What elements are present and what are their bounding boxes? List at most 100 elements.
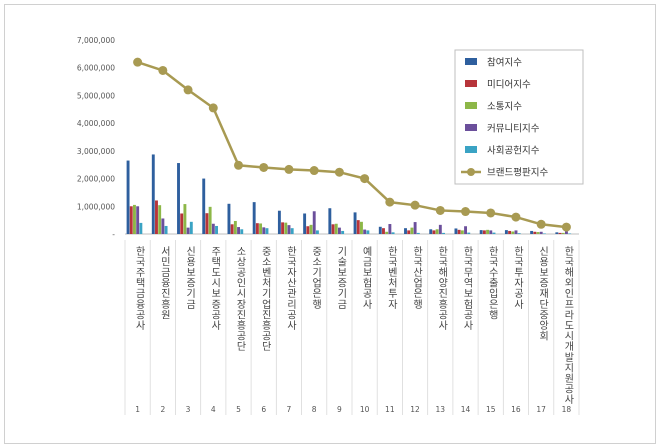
bar-2-3: [180, 213, 184, 234]
category-index: 10: [360, 405, 370, 414]
legend-swatch-3: [465, 102, 477, 109]
bar-1-10: [353, 212, 357, 234]
bar-2-7: [281, 222, 285, 234]
bar-1-13: [429, 229, 433, 234]
bar-3-5: [233, 220, 237, 234]
x-axis: 한국주택금융공사 1 서민금융진흥원 2 신용보증기금 3 주택도시보증공사 4 소상공인시장진…: [124, 240, 580, 415]
legend-swatch-marker: [467, 168, 475, 176]
legend-label-5: 사회공헌지수: [487, 146, 540, 157]
bar-5-9: [341, 230, 345, 234]
legend-box: [454, 49, 584, 185]
category-index: 8: [312, 405, 317, 414]
bar-2-5: [230, 224, 234, 234]
legend-swatch-2: [465, 80, 477, 87]
line-point-1: [133, 57, 143, 67]
bar-3-17: [536, 232, 540, 234]
bar-5-15: [492, 232, 496, 234]
bar-4-1: [136, 206, 140, 234]
category-index: 16: [511, 405, 521, 414]
bar-4-18: [564, 231, 568, 234]
category-label: 주택도시보증공사: [209, 246, 221, 331]
bar-1-17: [530, 230, 534, 234]
bar-3-7: [284, 222, 288, 234]
bar-3-9: [334, 223, 338, 234]
bar-2-1: [129, 206, 133, 234]
line-point-18: [561, 222, 571, 232]
bar-2-13: [432, 230, 436, 234]
bar-1-1: [126, 160, 130, 234]
bar-5-17: [542, 233, 546, 234]
category-index: 6: [261, 405, 266, 414]
bar-4-2: [161, 218, 165, 234]
bar-1-7: [277, 210, 281, 234]
legend-label-1: 참여지수: [487, 57, 522, 69]
line-point-8: [309, 166, 319, 176]
bar-4-14: [464, 226, 467, 234]
bar-3-18: [561, 232, 565, 234]
y-tick-label: 5,000,000: [77, 91, 115, 100]
category-index: 7: [287, 405, 292, 414]
bar-2-16: [508, 230, 512, 234]
bar-5-10: [366, 230, 370, 234]
bar-4-3: [186, 227, 190, 234]
category-label: 중소벤처기업진흥공단: [259, 246, 271, 352]
bar-1-5: [227, 203, 231, 234]
bar-4-9: [337, 227, 341, 234]
legend-label-4: 커뮤니티지수: [487, 124, 540, 135]
category-index: 13: [436, 405, 446, 414]
bar-1-14: [454, 228, 458, 234]
category-index: 1: [135, 405, 140, 414]
line-point-15: [486, 208, 496, 218]
line-series: [133, 57, 571, 232]
bar-1-4: [202, 178, 206, 234]
bar-2-9: [331, 224, 335, 234]
category-label: 한국주택금융공사: [133, 246, 145, 331]
bar-4-13: [438, 224, 442, 234]
category-index: 9: [337, 405, 342, 414]
legend-swatch-1: [465, 58, 477, 65]
bar-1-18: [555, 232, 559, 234]
bar-3-1: [133, 204, 136, 234]
bar-2-17: [533, 231, 537, 234]
line-point-12: [410, 200, 420, 210]
line-point-5: [234, 160, 243, 170]
bar-5-13: [442, 232, 445, 234]
category-index: 5: [236, 405, 241, 414]
bar-2-10: [356, 220, 360, 234]
line-point-3: [183, 85, 193, 95]
category-index: 18: [562, 405, 572, 414]
bar-4-15: [489, 230, 493, 234]
y-tick-label: -: [112, 230, 115, 239]
bar-1-8: [303, 213, 307, 234]
y-tick-label: 2,000,000: [77, 175, 115, 184]
category-index: 3: [186, 405, 191, 414]
bar-3-4: [208, 206, 212, 234]
bar-5-5: [240, 229, 244, 234]
bar-1-16: [504, 230, 508, 234]
line-point-17: [536, 219, 546, 229]
bar-4-12: [413, 222, 417, 234]
bar-2-11: [382, 228, 385, 234]
category-label: 한국수출입은행: [486, 246, 498, 320]
category-label: 한국벤처투자: [385, 246, 397, 310]
bar-2-8: [306, 226, 310, 234]
category-index: 4: [211, 405, 216, 414]
bar-5-16: [517, 233, 521, 234]
bar-3-8: [309, 224, 313, 234]
y-tick-label: 3,000,000: [77, 147, 115, 156]
bar-5-12: [416, 232, 420, 234]
bar-5-11: [391, 232, 395, 234]
category-label: 기술보증기금: [335, 246, 347, 310]
category-label: 한국해외인프라도시개발지원공사: [562, 246, 574, 405]
bar-2-12: [407, 230, 411, 234]
line-point-7: [284, 164, 294, 174]
y-tick-label: 4,000,000: [77, 119, 115, 128]
legend-swatch-5: [465, 146, 477, 153]
y-tick-label: 7,000,000: [77, 36, 115, 45]
chart-frame: 7,000,000 6,000,000 5,000,000 4,000,000 3,00…: [4, 4, 656, 444]
line-point-10: [360, 174, 370, 184]
bar-5-7: [290, 228, 294, 234]
line-point-9: [334, 167, 344, 177]
bar-4-16: [514, 230, 518, 234]
